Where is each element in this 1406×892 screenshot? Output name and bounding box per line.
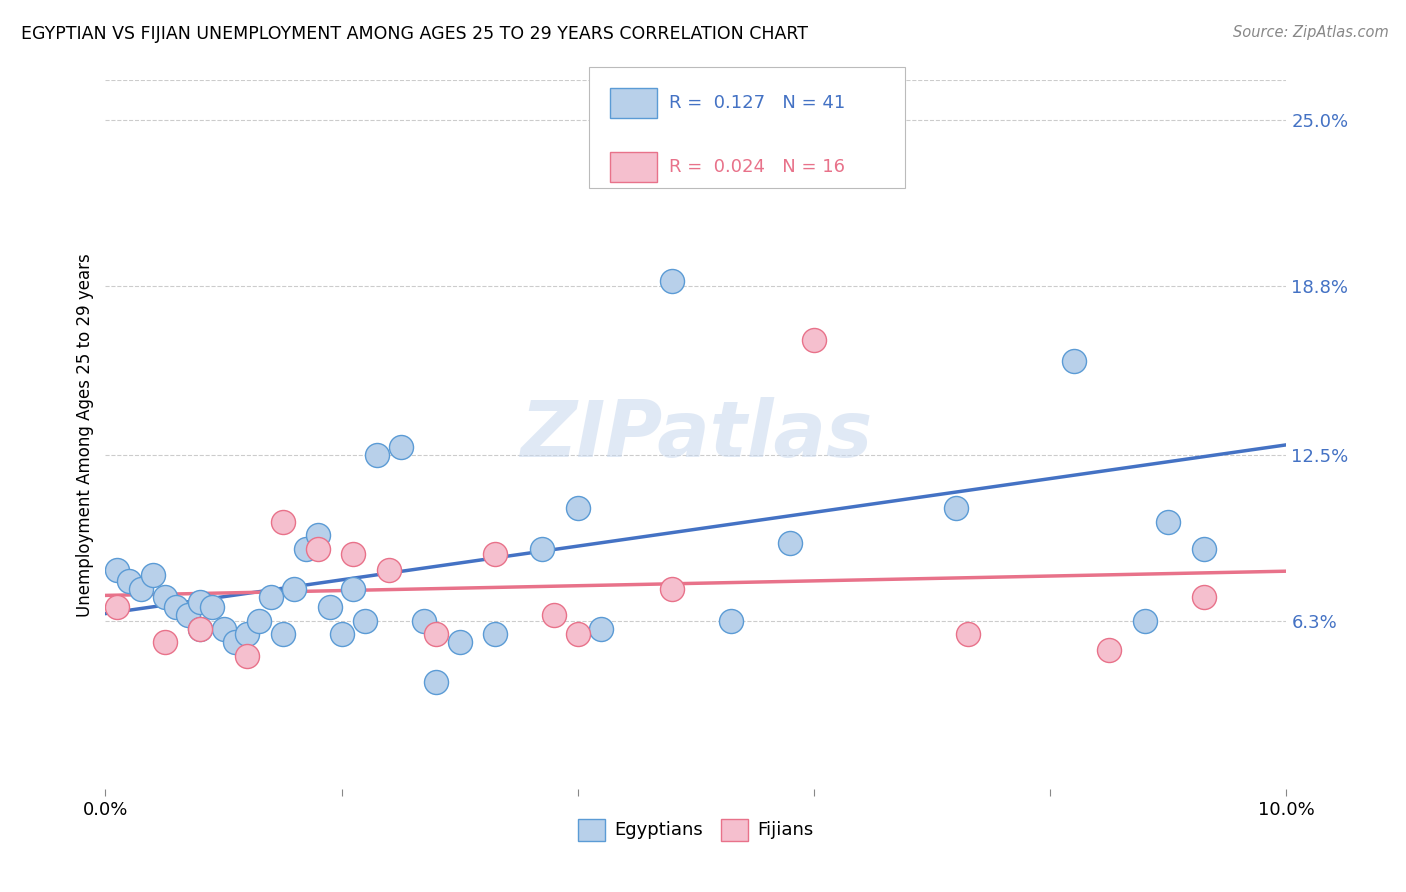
Point — [118, 574, 141, 588]
Point — [413, 614, 436, 628]
Text: Source: ZipAtlas.com: Source: ZipAtlas.com — [1233, 25, 1389, 40]
Point — [236, 627, 259, 641]
Y-axis label: Unemployment Among Ages 25 to 29 years: Unemployment Among Ages 25 to 29 years — [76, 253, 94, 616]
Point — [449, 635, 471, 649]
Point — [247, 614, 270, 628]
Point — [1157, 515, 1180, 529]
Point — [212, 622, 235, 636]
Point — [165, 600, 187, 615]
Point — [661, 274, 683, 288]
Point — [188, 622, 211, 636]
Text: R =  0.024   N = 16: R = 0.024 N = 16 — [669, 158, 845, 176]
Point — [803, 333, 825, 347]
Point — [330, 627, 353, 641]
Text: ZIPatlas: ZIPatlas — [520, 397, 872, 473]
Point — [319, 600, 342, 615]
Point — [661, 582, 683, 596]
Point — [567, 501, 589, 516]
Point — [1192, 541, 1215, 556]
Point — [307, 541, 329, 556]
Text: R =  0.127   N = 41: R = 0.127 N = 41 — [669, 94, 845, 112]
Point — [378, 563, 401, 577]
Point — [543, 608, 565, 623]
Point — [271, 627, 294, 641]
Point — [425, 675, 447, 690]
Point — [153, 635, 176, 649]
Point — [425, 627, 447, 641]
Point — [1133, 614, 1156, 628]
Point — [142, 568, 165, 582]
Point — [177, 608, 200, 623]
Point — [283, 582, 305, 596]
Point — [105, 563, 128, 577]
Point — [956, 627, 979, 641]
Point — [366, 448, 388, 462]
Point — [188, 622, 211, 636]
Point — [271, 515, 294, 529]
Point — [567, 627, 589, 641]
Point — [591, 622, 613, 636]
Point — [720, 614, 742, 628]
Text: EGYPTIAN VS FIJIAN UNEMPLOYMENT AMONG AGES 25 TO 29 YEARS CORRELATION CHART: EGYPTIAN VS FIJIAN UNEMPLOYMENT AMONG AG… — [21, 25, 808, 43]
Point — [342, 582, 364, 596]
Point — [307, 528, 329, 542]
Point — [153, 590, 176, 604]
Point — [201, 600, 224, 615]
Point — [236, 648, 259, 663]
Point — [1192, 590, 1215, 604]
Point — [484, 547, 506, 561]
Legend: Egyptians, Fijians: Egyptians, Fijians — [571, 812, 821, 847]
Point — [945, 501, 967, 516]
Point — [224, 635, 246, 649]
Point — [260, 590, 283, 604]
Point — [779, 536, 801, 550]
Point — [188, 595, 211, 609]
Point — [354, 614, 377, 628]
Point — [389, 440, 412, 454]
Point — [295, 541, 318, 556]
Point — [1063, 354, 1085, 368]
Point — [1098, 643, 1121, 657]
Point — [814, 113, 837, 128]
Point — [129, 582, 152, 596]
Point — [342, 547, 364, 561]
Point — [531, 541, 554, 556]
Point — [105, 600, 128, 615]
Point — [484, 627, 506, 641]
